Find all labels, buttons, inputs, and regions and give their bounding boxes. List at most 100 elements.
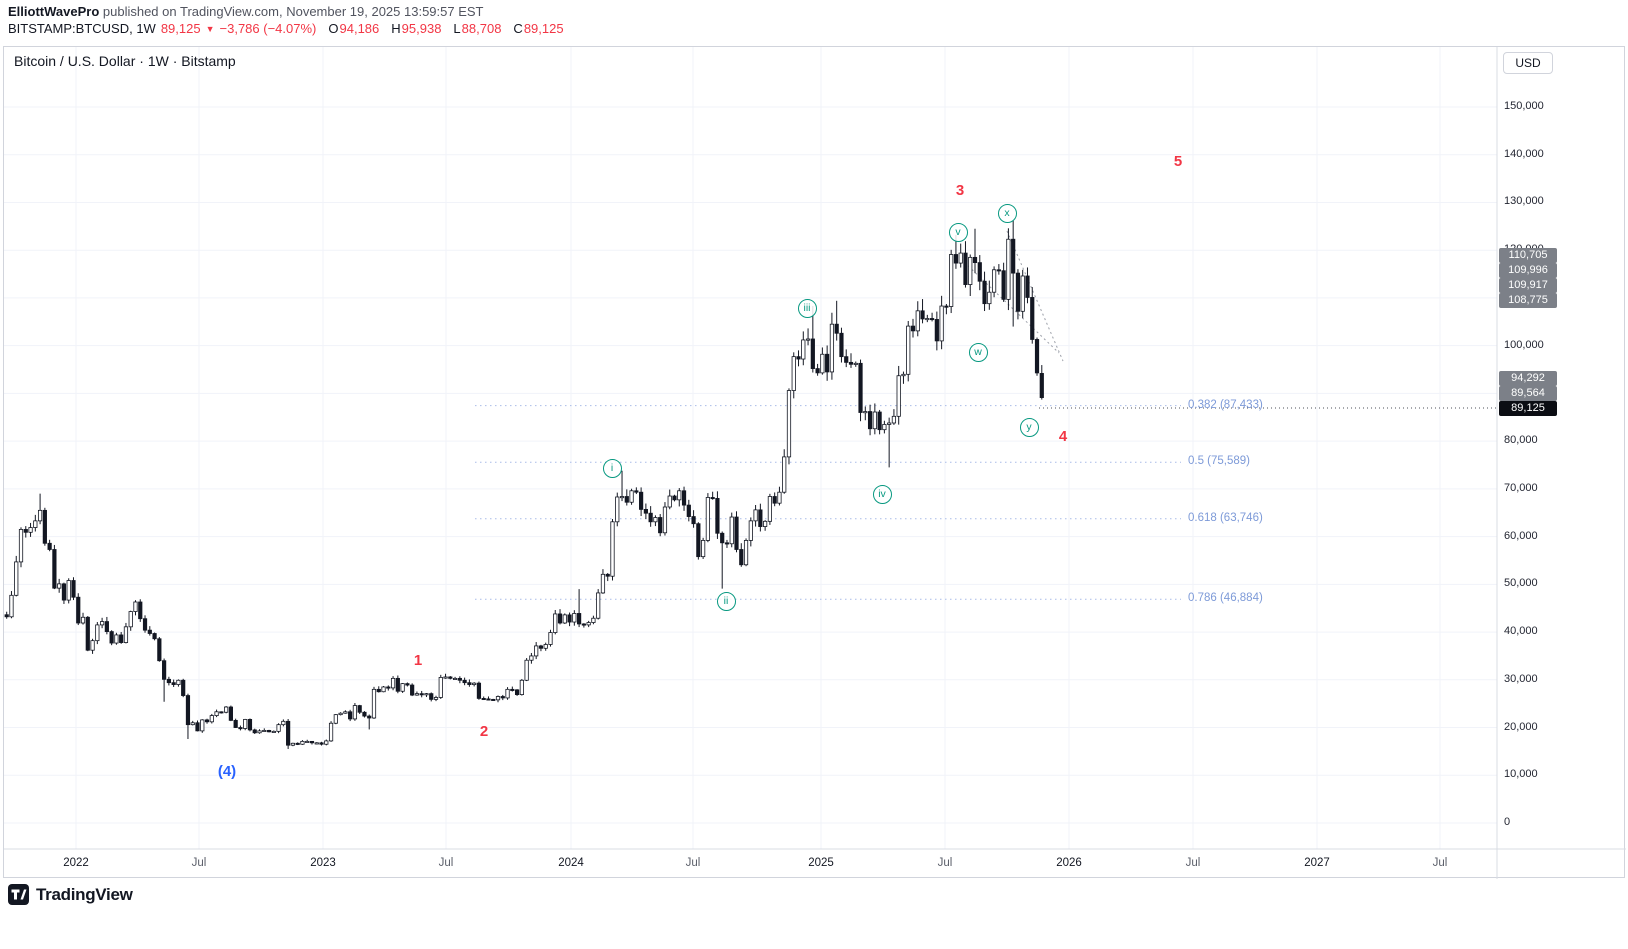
candle-body xyxy=(252,729,257,734)
candle-body xyxy=(472,682,477,685)
candle-body xyxy=(371,688,377,719)
candle-body xyxy=(424,693,429,696)
candle-body xyxy=(848,361,854,365)
ohlc-low-label: L xyxy=(453,21,461,36)
wave-label-w: w xyxy=(968,342,988,362)
price-tick-label: 30,000 xyxy=(1504,672,1538,685)
candle-body xyxy=(405,683,410,686)
candle-body xyxy=(114,634,119,644)
price-tick-label: 10,000 xyxy=(1504,768,1538,781)
currency-usd-button[interactable]: USD xyxy=(1503,52,1553,74)
wave-label-y: y xyxy=(1019,417,1039,437)
price-tick-label: 70,000 xyxy=(1504,481,1538,494)
candle-body xyxy=(76,596,81,624)
candle-body xyxy=(891,415,897,424)
candle-body xyxy=(119,634,124,643)
candle-body xyxy=(991,269,997,293)
price-badge: 109,996 xyxy=(1499,262,1557,278)
candle-body xyxy=(85,616,90,651)
price-tick-label: 50,000 xyxy=(1504,577,1538,590)
candle-body xyxy=(524,659,529,681)
symbol-name: BITSTAMP:BTCUSD, 1W xyxy=(8,21,156,36)
candle-body xyxy=(729,516,734,545)
candle-body xyxy=(553,613,558,633)
candle-body xyxy=(772,496,777,504)
wave-label-(4): (4) xyxy=(217,763,237,780)
candle-body xyxy=(42,509,47,544)
candle-body xyxy=(162,660,167,680)
candle-body xyxy=(820,353,825,374)
candle-body xyxy=(767,496,773,522)
candle-body xyxy=(743,540,749,566)
candle-body xyxy=(71,580,76,598)
candle-body xyxy=(243,719,248,729)
price-badge: 89,564 xyxy=(1499,385,1557,401)
candle-body xyxy=(605,573,610,577)
candle-body xyxy=(839,332,844,358)
current-price-badge: 89,125 xyxy=(1499,400,1557,416)
price-tick-label: 20,000 xyxy=(1504,720,1538,733)
time-tick-label: 2022 xyxy=(63,857,89,869)
time-tick-label: Jul xyxy=(1185,857,1201,869)
candle-body xyxy=(1001,270,1006,300)
wave-label-v: v xyxy=(948,222,968,242)
candle-body xyxy=(643,508,648,514)
candle-body xyxy=(591,617,596,623)
candle-body xyxy=(181,679,186,696)
candle-body xyxy=(104,621,109,632)
candle-body xyxy=(123,626,129,643)
candle-body xyxy=(543,644,548,649)
fib-level-label: 0.5 (75,589) xyxy=(1188,455,1251,468)
ohlc-low: L88,708 xyxy=(453,21,501,36)
candle-body xyxy=(929,318,935,321)
candle-body xyxy=(829,323,835,373)
published-line: ElliottWavePro published on TradingView.… xyxy=(8,4,484,19)
candle-body xyxy=(724,542,730,545)
chart-legend: Bitcoin / U.S. Dollar · 1W · Bitstamp xyxy=(14,53,236,69)
time-tick-label: Jul xyxy=(937,857,953,869)
time-tick-label: Jul xyxy=(191,857,207,869)
candle-body xyxy=(586,622,591,626)
time-tick-label: Jul xyxy=(685,857,701,869)
candle-body xyxy=(615,496,620,523)
tradingview-logo[interactable]: TradingView xyxy=(8,884,133,905)
candle-body xyxy=(381,686,386,693)
down-triangle-icon: ▼ xyxy=(205,24,215,34)
candle-body xyxy=(887,422,892,425)
candle-body xyxy=(147,629,152,634)
candle-body xyxy=(639,491,644,510)
wave-label-1: 1 xyxy=(413,652,423,669)
candle-body xyxy=(209,715,214,723)
chart-frame: Bitcoin / U.S. Dollar · 1W · Bitstamp US… xyxy=(3,46,1626,879)
price-badge: 110,705 xyxy=(1499,247,1557,263)
candle-body xyxy=(309,740,315,744)
candle-body xyxy=(343,711,348,714)
time-tick-label: Jul xyxy=(438,857,454,869)
candle-body xyxy=(18,529,24,563)
candle-body xyxy=(748,520,753,541)
candle-body xyxy=(505,688,510,699)
candle-body xyxy=(257,730,262,734)
candle-body xyxy=(896,375,901,417)
chart-pane[interactable] xyxy=(4,47,1626,879)
wave-label-iii: iii xyxy=(797,298,817,318)
candle-body xyxy=(915,310,920,332)
candle-body xyxy=(1006,238,1011,300)
candle-body xyxy=(419,693,424,696)
candle-body xyxy=(410,684,415,696)
candle-body xyxy=(567,614,572,623)
ohlc-high-label: H xyxy=(391,21,401,36)
candle-body xyxy=(562,614,567,624)
candle-body xyxy=(452,677,458,680)
candle-body xyxy=(338,712,343,716)
time-tick-label: 2024 xyxy=(558,857,584,869)
candle-body xyxy=(1039,373,1044,398)
candle-body xyxy=(949,254,954,307)
time-tick-label: 2027 xyxy=(1304,857,1330,869)
candle-body xyxy=(782,456,787,493)
candle-body xyxy=(801,339,806,360)
ohlc-high: H95,938 xyxy=(391,21,441,36)
fib-level-label: 0.786 (46,884) xyxy=(1188,592,1263,605)
candle-body xyxy=(677,490,682,501)
candle-body xyxy=(510,688,515,691)
